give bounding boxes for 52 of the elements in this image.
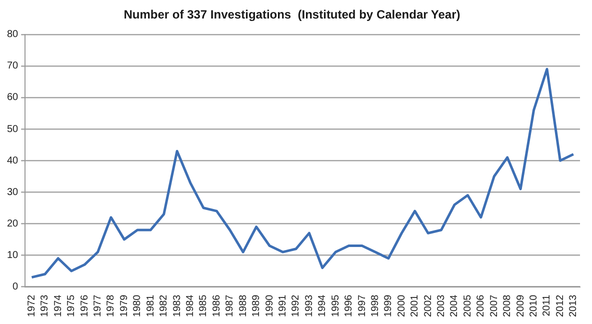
x-tick-label: 1990 [264,294,276,318]
x-tick-label: 1991 [277,294,288,318]
x-tick-label: 1975 [66,294,78,318]
x-tick-label: 1987 [224,294,236,318]
y-tick-label: 70 [7,60,19,72]
x-tick-label: 1992 [290,294,302,318]
x-tick-label: 1988 [238,294,249,318]
x-tick-label: 1997 [356,294,368,318]
x-tick-label: 1998 [370,294,381,318]
x-tick-label: 2000 [396,294,408,318]
x-tick-label: 1972 [26,294,38,318]
x-tick-label: 1983 [172,294,183,318]
x-tick-label: 1996 [344,294,355,318]
x-tick-label: 2001 [410,294,421,318]
x-tick-label: 1989 [251,294,262,318]
x-tick-label: 2003 [436,294,448,318]
y-tick-label: 40 [7,155,19,166]
x-tick-label: 2013 [568,294,580,318]
x-tick-label: 1995 [330,294,342,318]
chart-title: Number of 337 Investigations (Instituted by Calendar Year) [124,8,460,22]
x-tick-label: 2010 [528,294,540,318]
x-tick-label: 2006 [476,294,487,318]
x-tick-label: 2007 [488,294,500,318]
y-tick-label: 30 [7,186,19,198]
x-tick-label: 2004 [449,294,460,318]
x-tick-label: 1986 [211,294,222,318]
x-tick-label: 1980 [132,294,144,318]
y-tick-label: 50 [7,124,19,135]
x-tick-label: 1979 [118,294,130,318]
x-tick-label: 2009 [515,294,526,318]
x-tick-label: 2005 [462,294,474,318]
x-tick-label: 2011 [542,294,553,316]
y-tick-label: 0 [12,282,19,293]
x-tick-label: 1977 [92,294,104,318]
x-tick-label: 1993 [304,294,315,318]
x-tick-label: 1981 [145,294,156,318]
x-tick-label: 1974 [52,294,64,318]
x-tick-label: 1994 [317,294,328,318]
x-tick-label: 1985 [198,294,210,318]
x-tick-label: 2008 [502,294,514,318]
y-tick-label: 10 [7,250,19,261]
x-tick-label: 2002 [422,294,434,318]
x-tick-label: 1978 [106,294,117,318]
x-tick-label: 1982 [158,294,170,318]
y-tick-label: 80 [7,29,19,40]
x-tick-label: 1999 [383,294,394,318]
x-tick-label: 1976 [79,294,90,318]
x-tick-label: 2012 [554,294,566,318]
y-tick-label: 20 [7,218,19,230]
x-tick-label: 1973 [40,294,51,318]
x-tick-label: 1984 [185,294,196,318]
y-tick-label: 60 [7,92,19,104]
